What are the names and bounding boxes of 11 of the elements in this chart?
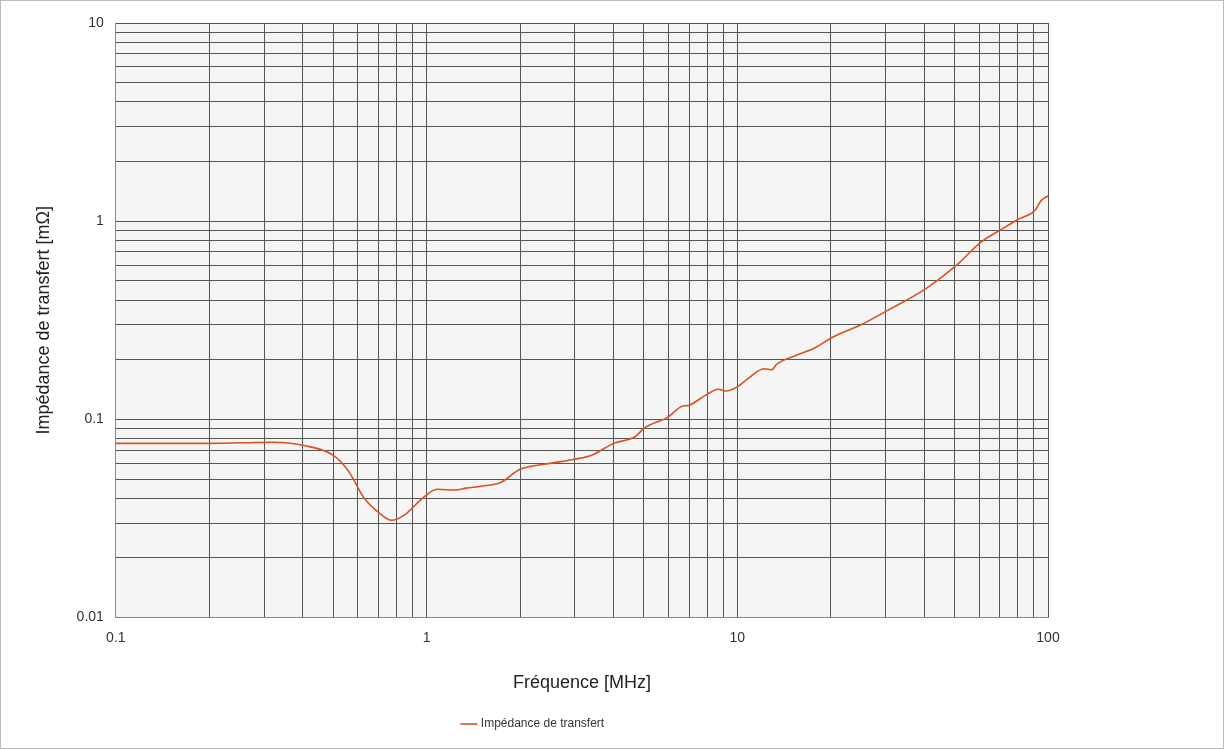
x-tick-label: 0.1	[106, 628, 126, 645]
y-tick-label: 10	[88, 13, 105, 30]
x-axis-title: Fréquence [MHz]	[512, 672, 651, 693]
legend-label: Impédance de transfert	[480, 716, 605, 731]
x-tick-label: 10	[729, 628, 746, 645]
y-axis-title: Impédance de transfert [mΩ]	[32, 206, 53, 435]
x-tick-label: 1	[422, 628, 431, 645]
y-tick-label: 0.01	[76, 608, 105, 625]
x-tick-label: 100	[1036, 628, 1060, 645]
y-tick-label: 1	[96, 212, 105, 229]
y-tick-label: 0.1	[84, 410, 105, 427]
